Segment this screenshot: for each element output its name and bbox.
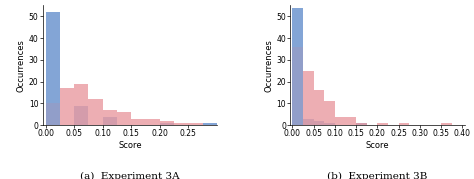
Bar	[103, 110, 117, 125]
Bar	[74, 84, 88, 125]
Bar	[203, 123, 217, 125]
Bar	[346, 117, 356, 125]
Bar	[324, 101, 335, 125]
Bar	[88, 99, 103, 125]
Bar	[292, 8, 303, 125]
Bar	[103, 117, 117, 125]
Bar	[117, 112, 131, 125]
Bar	[74, 106, 88, 125]
Bar	[303, 119, 314, 125]
Bar	[292, 8, 303, 125]
Bar	[46, 12, 60, 125]
Bar	[324, 123, 335, 125]
Title: (a)  Experiment 3A: (a) Experiment 3A	[80, 172, 180, 179]
Bar	[203, 123, 217, 125]
Bar	[46, 103, 60, 125]
Bar	[60, 88, 74, 125]
Y-axis label: Occurrences: Occurrences	[264, 39, 273, 92]
Bar	[314, 121, 324, 125]
Title: (b)  Experiment 3B: (b) Experiment 3B	[327, 172, 428, 179]
Bar	[356, 123, 367, 125]
Bar	[292, 47, 303, 125]
Bar	[188, 123, 203, 125]
Bar	[399, 123, 409, 125]
Bar	[131, 119, 146, 125]
Bar	[314, 90, 324, 125]
Bar	[160, 121, 174, 125]
Bar	[174, 123, 188, 125]
Bar	[146, 119, 160, 125]
Bar	[160, 123, 174, 125]
Bar	[46, 12, 60, 125]
Bar	[335, 117, 346, 125]
Bar	[377, 123, 388, 125]
Bar	[303, 71, 314, 125]
Y-axis label: Occurrences: Occurrences	[17, 39, 26, 92]
X-axis label: Score: Score	[118, 141, 142, 150]
Bar	[441, 123, 452, 125]
X-axis label: Score: Score	[365, 141, 389, 150]
Bar	[356, 123, 367, 125]
